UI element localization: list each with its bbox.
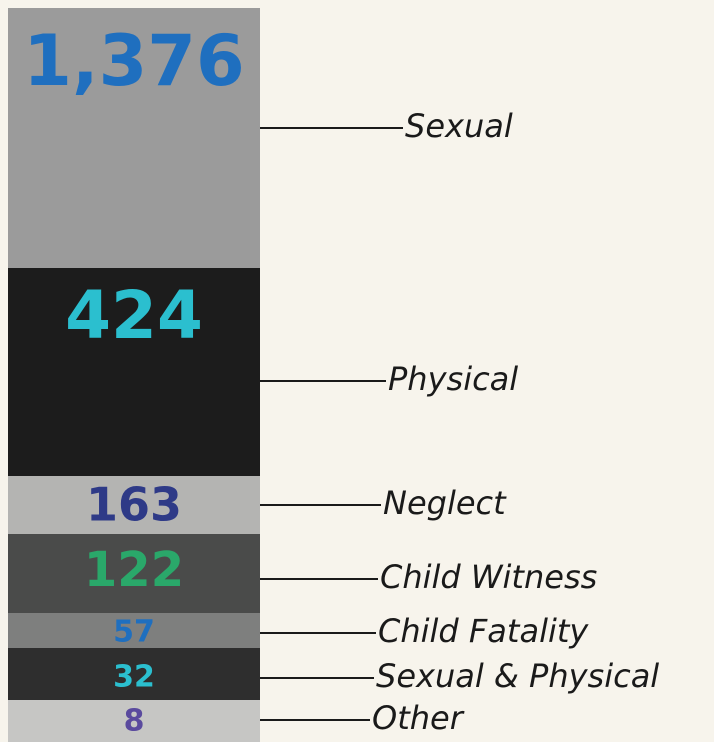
segment-label: Sexual <box>405 107 513 145</box>
segment <box>8 534 260 613</box>
segment <box>8 648 260 700</box>
segment-value: 424 <box>65 277 203 354</box>
segment-value: 32 <box>113 660 155 695</box>
segment <box>8 8 260 268</box>
segment-label: Child Fatality <box>378 612 589 650</box>
segment <box>8 700 260 742</box>
segment-value: 163 <box>86 478 182 532</box>
segment-label: Other <box>372 699 465 737</box>
segment-value: 1,376 <box>23 20 244 102</box>
segment-value: 57 <box>113 615 155 650</box>
segment-value: 8 <box>124 704 145 739</box>
segment-label: Child Witness <box>380 558 597 596</box>
segment-value: 122 <box>84 542 184 598</box>
segment-label: Neglect <box>383 484 507 522</box>
segment-label: Sexual & Physical <box>376 657 659 695</box>
segment <box>8 613 260 648</box>
segment <box>8 476 260 534</box>
segment <box>8 268 260 476</box>
segment-label: Physical <box>388 360 518 398</box>
